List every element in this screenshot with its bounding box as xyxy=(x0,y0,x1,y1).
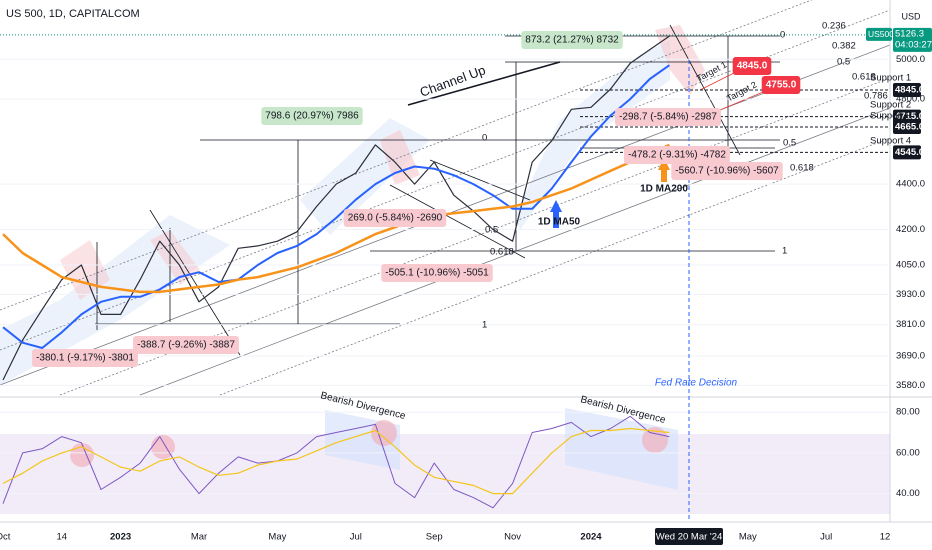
annotation: 0.618 xyxy=(490,247,514,258)
countdown: 04:03:27 xyxy=(895,39,932,50)
y-tick-label: 4050.0 xyxy=(896,260,925,271)
x-tick-label: Oct xyxy=(0,532,11,543)
annotation: 4755.0 xyxy=(766,80,797,91)
x-tick-label: Sep xyxy=(426,532,443,543)
level-box xyxy=(893,145,921,160)
x-tick-label: Mar xyxy=(191,532,207,543)
annotation-box xyxy=(732,57,772,75)
annotation: Support 2 xyxy=(870,100,911,111)
y-tick-label: 4400.0 xyxy=(896,179,925,190)
symbol-title: US 500, 1D, CAPITALCOM xyxy=(6,8,140,20)
annotation: 1D MA200 xyxy=(640,184,688,195)
level-label: 4845.0 xyxy=(895,85,924,96)
last-price-box xyxy=(893,27,932,52)
series-line xyxy=(2,143,670,294)
annotation-box xyxy=(615,108,721,126)
annotation: -560.7 (-10.96%) -5607 xyxy=(675,166,779,177)
annotation: -478.2 (-9.31%) -4782 xyxy=(628,150,726,161)
annotation-box xyxy=(624,146,730,164)
y-tick-label: 5000.0 xyxy=(896,54,925,65)
annotation: -298.7 (-5.84%) -2987 xyxy=(619,112,717,123)
annotation: 0 xyxy=(482,133,487,144)
x-tick-label: 14 xyxy=(57,532,68,543)
annotation: 0.786 xyxy=(864,91,888,102)
annotation: 0 xyxy=(780,30,785,41)
x-tick-label: 2023 xyxy=(110,532,131,543)
annotation: 0.382 xyxy=(832,41,856,52)
annotation: 0.618 xyxy=(790,163,814,174)
ticker: US500 xyxy=(868,29,894,39)
annotation: 0.5 xyxy=(783,138,796,149)
last-price: 5126.3 xyxy=(895,28,924,39)
annotation: Channel Up xyxy=(418,62,488,100)
annotation: 0.236 xyxy=(822,21,846,32)
annotation-box xyxy=(133,336,239,354)
annotation-box xyxy=(671,162,783,180)
x-tick-label: Wed 20 Mar '24 xyxy=(656,532,723,543)
y-tick-label: 3690.0 xyxy=(896,350,925,361)
x-tick-label: May xyxy=(739,532,757,543)
annotation: Fed Rate Decision xyxy=(655,378,738,389)
annotation: 0.618 xyxy=(852,72,876,83)
y-tick-label: 3810.0 xyxy=(896,319,925,330)
level-label: 4715.0 xyxy=(895,111,924,122)
annotation-box xyxy=(521,31,623,49)
y-tick-label: 40.00 xyxy=(896,488,920,499)
crosshair-date-box xyxy=(655,528,723,545)
y-tick-label: 3580.0 xyxy=(896,380,925,391)
level-box xyxy=(893,119,921,134)
annotation: Support 4 xyxy=(870,136,911,147)
y-tick-label: 60.00 xyxy=(896,447,920,458)
y-tick-label: 3930.0 xyxy=(896,289,925,300)
level-label: 4665.0 xyxy=(895,121,924,132)
annotation: 1D MA50 xyxy=(538,217,581,228)
annotation: 0.5 xyxy=(837,57,850,68)
series-line xyxy=(2,427,670,495)
annotation: 0.5 xyxy=(485,225,498,236)
x-tick-label: 2024 xyxy=(580,532,602,543)
annotation-box xyxy=(381,264,493,282)
annotation: 1 xyxy=(782,246,787,257)
ticker-box xyxy=(866,27,892,41)
annotation-box xyxy=(261,107,363,125)
currency: USD xyxy=(901,11,921,21)
x-tick-label: Jul xyxy=(820,532,832,543)
annotation-box xyxy=(343,209,447,227)
annotation: 4845.0 xyxy=(737,61,768,72)
annotation: -380.1 (-9.17%) -3801 xyxy=(36,353,134,364)
y-tick-label: 4200.0 xyxy=(896,224,925,235)
series-line xyxy=(2,415,670,509)
annotation: -505.1 (-10.96%) -5051 xyxy=(385,268,489,279)
y-tick-label: 80.00 xyxy=(896,407,920,418)
y-tick-label: 4800.0 xyxy=(896,94,925,105)
annotation: 873.2 (21.27%) 8732 xyxy=(525,35,619,46)
annotation: Target 2 xyxy=(725,79,758,103)
x-tick-label: Nov xyxy=(504,532,521,543)
annotation: Support 1 xyxy=(870,73,911,84)
x-tick-label: May xyxy=(268,532,286,543)
series-line xyxy=(2,64,670,349)
annotation: 1 xyxy=(482,320,487,331)
level-label: 4545.0 xyxy=(895,147,924,158)
annotation: -388.7 (-9.26%) -3887 xyxy=(137,340,235,351)
x-tick-label: Jul xyxy=(350,532,362,543)
annotation: 798.6 (20.97%) 7986 xyxy=(265,111,359,122)
annotation: 269.0 (-5.84%) -2690 xyxy=(348,213,443,224)
level-box xyxy=(893,83,921,98)
x-tick-label: 12 xyxy=(880,532,891,543)
annotation: Support 3 xyxy=(870,111,911,122)
series-line xyxy=(2,35,670,381)
annotation-box xyxy=(761,76,801,94)
annotation-box xyxy=(32,349,138,367)
